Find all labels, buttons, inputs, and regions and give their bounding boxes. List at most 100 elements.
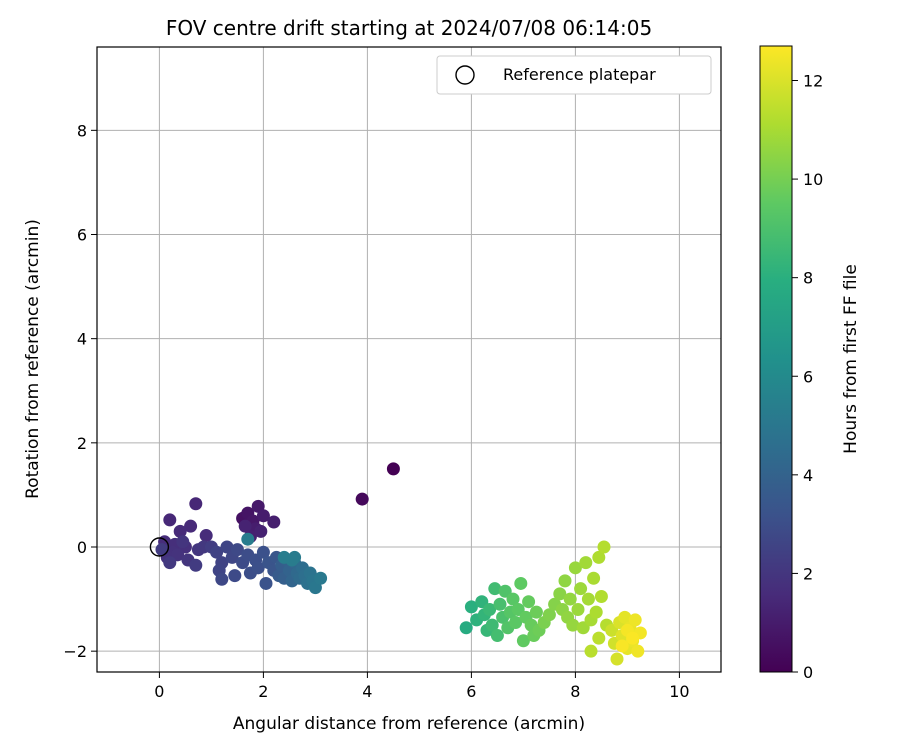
scatter-point: [594, 589, 608, 603]
x-tick-label: 8: [570, 682, 580, 701]
y-tick-label: 2: [77, 434, 87, 453]
grid-lines: [97, 47, 721, 672]
data-points: [155, 462, 647, 666]
scatter-point: [155, 543, 169, 557]
scatter-point: [509, 616, 523, 630]
scatter-point: [251, 561, 265, 575]
scatter-point: [626, 631, 640, 645]
scatter-point: [256, 545, 270, 559]
scatter-point: [228, 569, 242, 583]
y-tick-label: −2: [63, 642, 87, 661]
scatter-point: [386, 462, 400, 476]
scatter-point: [483, 603, 497, 616]
scatter-point: [259, 576, 273, 590]
x-tick-label: 4: [362, 682, 372, 701]
scatter-point: [189, 558, 203, 572]
scatter-point: [628, 613, 642, 627]
colorbar-tick-label: 4: [803, 466, 813, 485]
colorbar-label: Hours from first FF file: [841, 264, 861, 454]
y-tick-label: 0: [77, 538, 87, 557]
scatter-point: [579, 556, 593, 570]
x-axis-ticks: 0 2 4 6 8 10: [154, 672, 690, 701]
y-tick-label: 4: [77, 330, 87, 349]
scatter-point: [173, 524, 187, 538]
scatter-point: [589, 605, 603, 619]
colorbar-gradient: [759, 45, 793, 673]
y-axis-ticks: −2 0 2 4 6 8: [63, 121, 97, 661]
scatter-point: [459, 621, 473, 635]
scatter-point: [256, 509, 270, 523]
x-tick-label: 0: [154, 682, 164, 701]
scatter-point: [485, 618, 499, 632]
plot-frame: [96, 46, 722, 673]
scatter-point: [516, 634, 530, 648]
scatter-point: [522, 595, 536, 609]
scatter-point: [464, 600, 478, 614]
colorbar-tick-label: 12: [803, 72, 823, 91]
scatter-point: [314, 571, 328, 585]
x-tick-label: 2: [258, 682, 268, 701]
scatter-point: [267, 515, 281, 529]
scatter-point: [631, 644, 645, 658]
scatter-point: [493, 597, 507, 611]
legend-reference-label: Reference platepar: [503, 65, 656, 84]
colorbar-ticks: 0 2 4 6 8 10 12: [792, 72, 823, 682]
colorbar-tick-label: 0: [803, 663, 813, 682]
colorbar: 0 2 4 6 8 10 12 Hours from first FF file: [759, 45, 861, 682]
scatter-point: [220, 540, 234, 554]
scatter-point: [542, 608, 556, 622]
y-tick-label: 8: [77, 121, 87, 140]
colorbar-tick-label: 10: [803, 170, 823, 189]
scatter-point: [488, 582, 502, 596]
scatter-point: [163, 513, 177, 527]
legend-reference-marker: [455, 65, 475, 85]
colorbar-tick-label: 8: [803, 269, 813, 288]
scatter-point: [254, 524, 268, 538]
scatter-point: [563, 592, 577, 606]
scatter-point: [581, 592, 595, 606]
scatter-point: [592, 631, 606, 645]
scatter-point: [553, 587, 567, 601]
scatter-point: [210, 545, 224, 559]
scatter-point: [238, 519, 252, 533]
scatter-point: [230, 543, 244, 557]
scatter-point: [189, 497, 203, 511]
scatter-point: [610, 652, 624, 666]
scatter-point: [163, 556, 177, 570]
chart-title: FOV centre drift starting at 2024/07/08 …: [166, 16, 652, 40]
scatter-point: [584, 644, 598, 658]
x-axis-label: Angular distance from reference (arcmin): [233, 714, 585, 734]
scatter-point: [571, 603, 585, 616]
colorbar-tick-label: 6: [803, 367, 813, 386]
scatter-point: [277, 550, 291, 564]
y-axis-label: Rotation from reference (arcmin): [23, 219, 43, 499]
scatter-point: [529, 605, 543, 619]
scatter-point: [490, 629, 504, 643]
scatter-point: [566, 618, 580, 632]
scatter-point: [199, 529, 213, 543]
legend-box: [436, 55, 712, 95]
legend: Reference platepar: [436, 55, 712, 95]
scatter-point: [506, 592, 520, 606]
scatter-point: [597, 540, 611, 554]
scatter-point: [241, 532, 255, 546]
scatter-point: [184, 519, 198, 533]
reference-marker: [149, 537, 170, 557]
scatter-point: [592, 550, 606, 564]
scatter-point: [558, 574, 572, 588]
scatter-point: [176, 535, 190, 549]
x-tick-label: 6: [466, 682, 476, 701]
x-tick-label: 10: [669, 682, 689, 701]
reference-platepar-circle: [149, 537, 170, 557]
scatter-point: [618, 610, 632, 624]
scatter-point: [355, 492, 369, 506]
scatter-point: [215, 572, 229, 586]
scatter-point: [568, 561, 582, 575]
scatter-point: [574, 582, 588, 596]
scatter-point: [587, 571, 601, 585]
y-tick-label: 6: [77, 226, 87, 245]
scatter-point: [615, 639, 629, 653]
colorbar-tick-label: 2: [803, 564, 813, 583]
scatter-point: [514, 576, 528, 590]
